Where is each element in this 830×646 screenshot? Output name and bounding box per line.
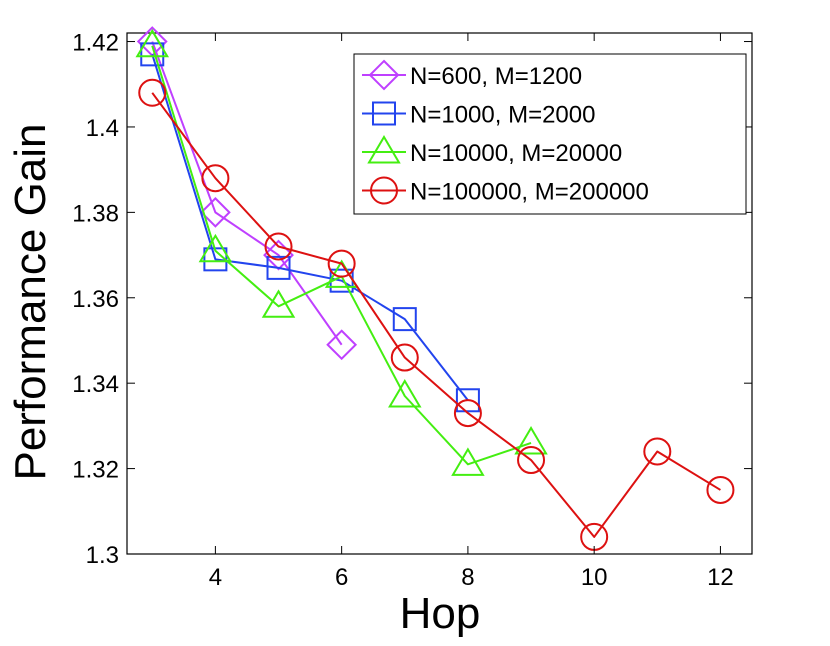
data-point: [517, 446, 546, 475]
y-tick-label: 1.3: [86, 542, 119, 569]
x-tick-label: 4: [209, 564, 222, 591]
data-point: [140, 42, 165, 67]
data-point: [135, 28, 170, 58]
data-point: [263, 239, 294, 271]
data-point: [388, 379, 422, 408]
legend-marker: [372, 101, 396, 126]
data-point: [326, 329, 358, 361]
data-point: [264, 232, 293, 261]
data-point: [455, 388, 480, 413]
series-1: [136, 26, 358, 361]
data-point: [198, 233, 233, 263]
legend-marker: [367, 135, 401, 164]
y-tick-label: 1.42: [72, 30, 119, 57]
y-tick-label: 1.32: [72, 457, 119, 484]
series-line: [151, 41, 343, 346]
data-point: [643, 437, 672, 466]
y-tick-label: 1.34: [72, 371, 119, 398]
y-axis-title: Performance Gain: [6, 123, 55, 480]
series-line: [151, 54, 469, 401]
data-point: [266, 255, 291, 280]
y-tick-label: 1.36: [72, 286, 119, 313]
x-tick-label: 12: [707, 564, 734, 591]
legend-box: [353, 53, 747, 215]
data-point: [199, 196, 231, 228]
series-line: [151, 92, 721, 538]
y-tick-label: 1.4: [86, 115, 119, 142]
data-point: [261, 289, 296, 318]
y-tick-label: 1.38: [72, 200, 119, 227]
legend-label: N=10000, M=20000: [410, 140, 622, 167]
x-tick-label: 10: [581, 564, 608, 591]
data-point: [392, 307, 417, 332]
x-tick-label: 8: [461, 564, 474, 591]
legend-marker: [368, 59, 400, 91]
data-point: [390, 343, 419, 372]
data-point: [451, 447, 485, 476]
data-point: [138, 78, 167, 107]
legend-label: N=1000, M=2000: [410, 102, 595, 129]
legend-label: N=600, M=1200: [410, 63, 582, 90]
data-point: [453, 399, 482, 428]
legend-label: N=100000, M=200000: [410, 179, 649, 206]
data-point: [514, 425, 548, 455]
x-tick-label: 6: [335, 564, 348, 591]
data-point: [706, 475, 735, 504]
data-point: [327, 249, 356, 278]
x-axis-title: Hop: [400, 589, 481, 638]
legend-marker: [370, 176, 398, 205]
data-point: [201, 164, 230, 193]
